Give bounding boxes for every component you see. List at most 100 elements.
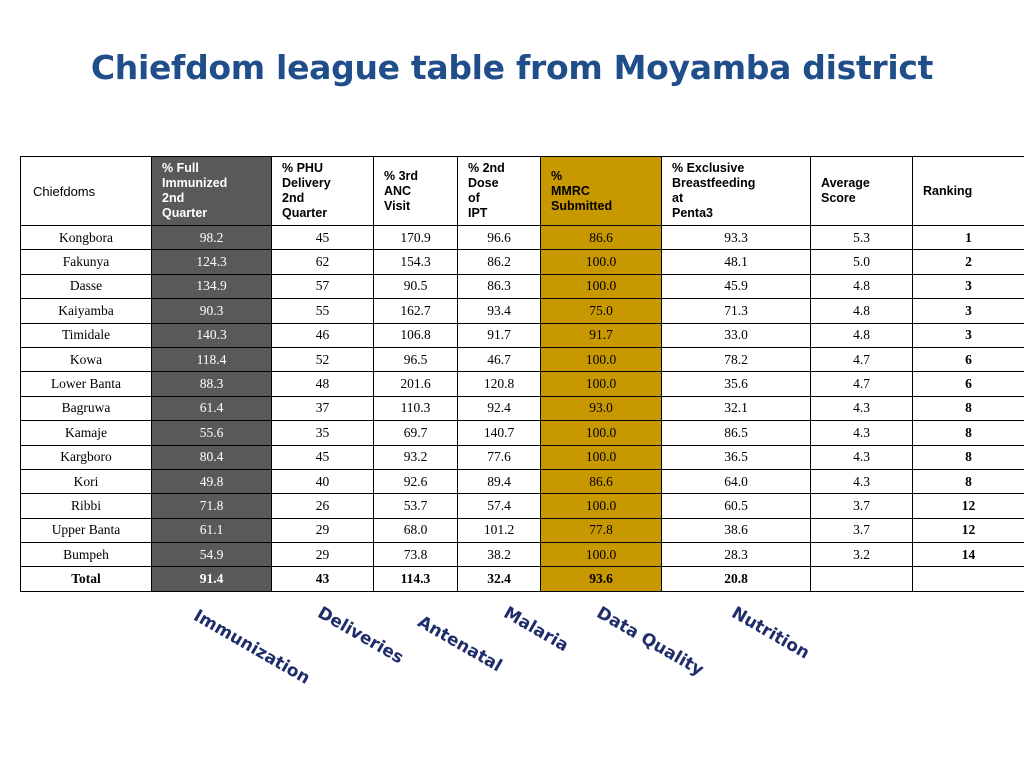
cell-phu-delivery: 40 xyxy=(271,468,374,495)
cell-ranking: 8 xyxy=(912,444,1024,470)
table-row: Upper Banta 61.1 29 68.0 101.2 77.8 38.6 3.7 12 xyxy=(20,517,1024,544)
cell-ranking: 3 xyxy=(912,298,1024,324)
cell-chiefdom: Dasse xyxy=(20,273,152,300)
cell-average-score: 3.7 xyxy=(810,493,913,519)
category-label-malaria: Malaria xyxy=(500,603,572,657)
cell-anc-visit: 69.7 xyxy=(373,420,458,446)
cell-mmrc-submitted: 86.6 xyxy=(540,224,662,251)
cell-ipt-dose: 101.2 xyxy=(457,517,541,544)
cell-exclusive-breastfeeding: 48.1 xyxy=(661,249,811,275)
cell-mmrc-submitted: 75.0 xyxy=(540,298,662,324)
cell-ipt-dose: 77.6 xyxy=(457,444,541,470)
table-row: Kongbora 98.2 45 170.9 96.6 86.6 93.3 5.3 1 xyxy=(20,224,1024,251)
cell-chiefdom: Total xyxy=(20,566,152,592)
cell-exclusive-breastfeeding: 20.8 xyxy=(661,566,811,592)
table-row: Kaiyamba 90.3 55 162.7 93.4 75.0 71.3 4.8 3 xyxy=(20,298,1024,324)
cell-anc-visit: 68.0 xyxy=(373,517,458,544)
cell-chiefdom: Timidale xyxy=(20,322,152,348)
header-average-score: Average Score xyxy=(810,156,913,226)
category-label-deliveries: Deliveries xyxy=(314,603,407,669)
cell-exclusive-breastfeeding: 60.5 xyxy=(661,493,811,519)
cell-ipt-dose: 92.4 xyxy=(457,395,541,422)
cell-phu-delivery: 45 xyxy=(271,224,374,251)
cell-phu-delivery: 55 xyxy=(271,298,374,324)
cell-phu-delivery: 29 xyxy=(271,542,374,568)
table-row: Bumpeh 54.9 29 73.8 38.2 100.0 28.3 3.2 14 xyxy=(20,542,1024,568)
cell-ipt-dose: 57.4 xyxy=(457,493,541,519)
cell-chiefdom: Kongbora xyxy=(20,224,152,251)
cell-ipt-dose: 120.8 xyxy=(457,371,541,397)
cell-phu-delivery: 29 xyxy=(271,517,374,544)
cell-anc-visit: 92.6 xyxy=(373,468,458,495)
cell-average-score: 4.7 xyxy=(810,371,913,397)
cell-ranking: 6 xyxy=(912,346,1024,373)
cell-average-score xyxy=(810,566,913,592)
header-ranking: Ranking xyxy=(912,156,1024,226)
cell-chiefdom: Bagruwa xyxy=(20,395,152,422)
cell-chiefdom: Lower Banta xyxy=(20,371,152,397)
cell-anc-visit: 106.8 xyxy=(373,322,458,348)
cell-ipt-dose: 86.2 xyxy=(457,249,541,275)
cell-exclusive-breastfeeding: 36.5 xyxy=(661,444,811,470)
cell-ipt-dose: 89.4 xyxy=(457,468,541,495)
cell-average-score: 4.8 xyxy=(810,298,913,324)
cell-mmrc-submitted: 86.6 xyxy=(540,468,662,495)
cell-anc-visit: 96.5 xyxy=(373,346,458,373)
cell-phu-delivery: 46 xyxy=(271,322,374,348)
cell-full-immunized: 124.3 xyxy=(151,249,272,275)
league-table: Chiefdoms % Full Immunized 2nd Quarter %… xyxy=(20,156,1024,592)
cell-average-score: 5.3 xyxy=(810,224,913,251)
cell-ranking: 2 xyxy=(912,249,1024,275)
cell-mmrc-submitted: 100.0 xyxy=(540,542,662,568)
table-row: Timidale 140.3 46 106.8 91.7 91.7 33.0 4.8 3 xyxy=(20,322,1024,348)
cell-exclusive-breastfeeding: 78.2 xyxy=(661,346,811,373)
cell-anc-visit: 154.3 xyxy=(373,249,458,275)
cell-chiefdom: Fakunya xyxy=(20,249,152,275)
header-chiefdoms: Chiefdoms xyxy=(20,156,152,226)
cell-phu-delivery: 62 xyxy=(271,249,374,275)
table-row: Fakunya 124.3 62 154.3 86.2 100.0 48.1 5.0 2 xyxy=(20,249,1024,275)
cell-chiefdom: Kargboro xyxy=(20,444,152,470)
cell-exclusive-breastfeeding: 28.3 xyxy=(661,542,811,568)
cell-ranking: 8 xyxy=(912,468,1024,495)
cell-anc-visit: 73.8 xyxy=(373,542,458,568)
table-row: Ribbi 71.8 26 53.7 57.4 100.0 60.5 3.7 12 xyxy=(20,493,1024,519)
table-row: Dasse 134.9 57 90.5 86.3 100.0 45.9 4.8 3 xyxy=(20,273,1024,300)
cell-phu-delivery: 26 xyxy=(271,493,374,519)
cell-chiefdom: Kaiyamba xyxy=(20,298,152,324)
header-full-immunized: % Full Immunized 2nd Quarter xyxy=(151,156,272,226)
table-row: Kowa 118.4 52 96.5 46.7 100.0 78.2 4.7 6 xyxy=(20,346,1024,373)
cell-ipt-dose: 91.7 xyxy=(457,322,541,348)
cell-ranking: 12 xyxy=(912,517,1024,544)
cell-ranking: 6 xyxy=(912,371,1024,397)
cell-phu-delivery: 35 xyxy=(271,420,374,446)
cell-mmrc-submitted: 100.0 xyxy=(540,346,662,373)
cell-chiefdom: Kamaje xyxy=(20,420,152,446)
cell-average-score: 4.3 xyxy=(810,420,913,446)
cell-mmrc-submitted: 100.0 xyxy=(540,249,662,275)
cell-ranking: 8 xyxy=(912,420,1024,446)
cell-mmrc-submitted: 100.0 xyxy=(540,273,662,300)
cell-chiefdom: Upper Banta xyxy=(20,517,152,544)
cell-chiefdom: Bumpeh xyxy=(20,542,152,568)
cell-anc-visit: 170.9 xyxy=(373,224,458,251)
cell-mmrc-submitted: 100.0 xyxy=(540,371,662,397)
cell-ipt-dose: 38.2 xyxy=(457,542,541,568)
cell-full-immunized: 54.9 xyxy=(151,542,272,568)
table-row: Lower Banta 88.3 48 201.6 120.8 100.0 35.6 4.7 6 xyxy=(20,371,1024,397)
table-row: Kori 49.8 40 92.6 89.4 86.6 64.0 4.3 8 xyxy=(20,468,1024,495)
cell-exclusive-breastfeeding: 33.0 xyxy=(661,322,811,348)
cell-exclusive-breastfeeding: 38.6 xyxy=(661,517,811,544)
header-ipt-dose: % 2nd Dose of IPT xyxy=(457,156,541,226)
cell-full-immunized: 91.4 xyxy=(151,566,272,592)
cell-anc-visit: 93.2 xyxy=(373,444,458,470)
cell-anc-visit: 90.5 xyxy=(373,273,458,300)
cell-full-immunized: 61.1 xyxy=(151,517,272,544)
cell-phu-delivery: 45 xyxy=(271,444,374,470)
cell-phu-delivery: 57 xyxy=(271,273,374,300)
cell-exclusive-breastfeeding: 86.5 xyxy=(661,420,811,446)
cell-average-score: 3.2 xyxy=(810,542,913,568)
cell-full-immunized: 55.6 xyxy=(151,420,272,446)
cell-exclusive-breastfeeding: 64.0 xyxy=(661,468,811,495)
cell-ipt-dose: 96.6 xyxy=(457,224,541,251)
